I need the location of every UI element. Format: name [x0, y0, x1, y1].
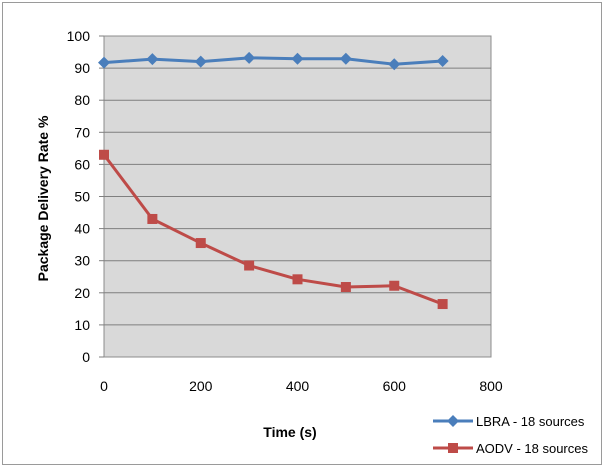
y-tick-label: 40	[74, 221, 90, 237]
data-point	[389, 280, 400, 291]
y-tick-label: 0	[82, 349, 90, 365]
legend-item: LBRA - 18 sources	[433, 414, 585, 429]
legend-marker	[448, 443, 458, 453]
data-point	[98, 56, 110, 69]
legend-item: AODV - 18 sources	[433, 441, 588, 456]
legend: LBRA - 18 sources AODV - 18 sources	[433, 414, 588, 456]
x-tick-labels: 0 200 400 600 800	[100, 378, 503, 394]
data-point	[99, 149, 109, 160]
data-point	[436, 55, 449, 68]
series-2	[99, 149, 448, 310]
y-tick-label: 60	[74, 156, 90, 172]
legend-label: AODV - 18 sources	[476, 441, 588, 456]
x-axis-title: Time (s)	[263, 424, 316, 440]
y-tick-label: 10	[74, 317, 90, 333]
data-point	[147, 213, 158, 224]
data-point	[244, 260, 255, 271]
series-layer	[98, 51, 449, 310]
x-tick-label: 400	[286, 378, 310, 394]
data-point	[292, 274, 303, 285]
data-point	[339, 52, 352, 65]
series-line	[102, 153, 444, 306]
data-point	[340, 282, 351, 293]
x-tick-label: 200	[189, 378, 213, 394]
y-tick-label: 80	[74, 92, 90, 108]
data-point	[195, 238, 206, 249]
y-axis-title: Package Delivery Rate %	[35, 115, 51, 281]
legend-label: LBRA - 18 sources	[476, 414, 585, 429]
y-tick-label: 90	[74, 60, 90, 76]
data-point	[243, 51, 256, 64]
y-tick-labels: 0 10 20 30 40 50 60 70 80 90 100	[67, 28, 91, 365]
data-point	[437, 299, 448, 310]
y-tick-label: 30	[74, 253, 90, 269]
data-point	[194, 55, 207, 68]
x-tick-label: 0	[100, 378, 108, 394]
legend-marker	[447, 415, 459, 427]
data-point	[146, 53, 159, 66]
series-line	[103, 56, 443, 66]
x-tick-label: 600	[383, 378, 407, 394]
y-tick-label: 20	[74, 285, 90, 301]
y-tick-label: 100	[67, 28, 91, 44]
x-tick-label: 800	[479, 378, 503, 394]
data-point	[291, 52, 304, 65]
data-point	[388, 58, 401, 71]
series-1	[98, 51, 449, 71]
y-tick-label: 70	[74, 124, 90, 140]
grid-lines	[99, 35, 491, 358]
y-tick-label: 50	[74, 189, 90, 205]
